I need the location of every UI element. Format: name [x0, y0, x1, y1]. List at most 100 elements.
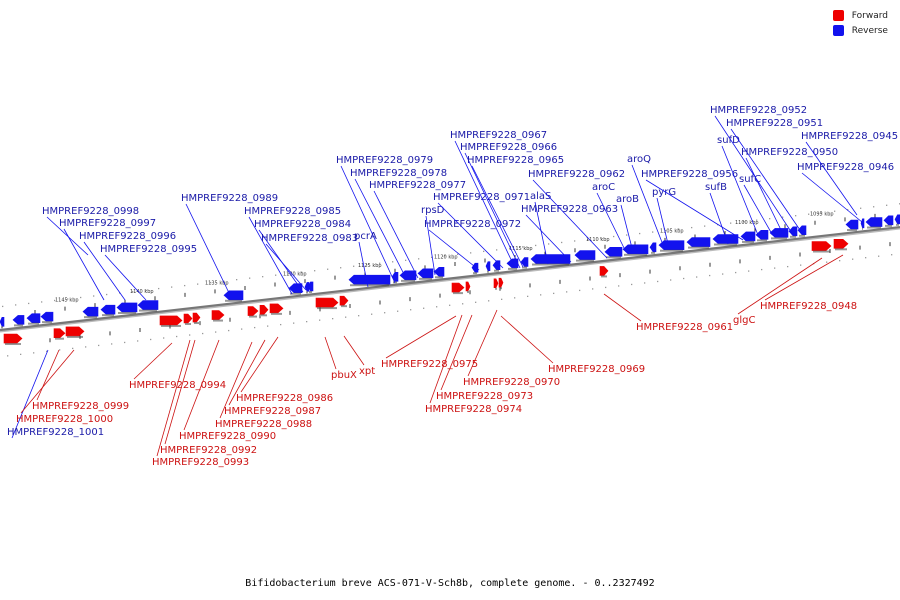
reverse-gene-arrow-shadow	[494, 269, 499, 272]
guide-dot	[509, 247, 511, 250]
forward-gene-arrow	[599, 266, 609, 276]
reverse-gene-arrow	[485, 261, 491, 271]
reverse-gene-label-hmpref9228-0963-leader	[525, 214, 572, 263]
guide-dot	[639, 232, 641, 235]
guide-dot	[54, 299, 56, 302]
guide-dot	[202, 332, 204, 335]
reverse-gene-arrow-shadow	[309, 290, 312, 293]
guide-dot	[678, 228, 680, 230]
forward-gene-arrow	[192, 312, 201, 323]
guide-dot	[696, 276, 698, 278]
forward-gene-arrow	[211, 310, 225, 320]
reverse-gene-arrow-shadow	[742, 240, 754, 243]
forward-gene-arrow	[339, 295, 349, 306]
guide-dot	[384, 312, 386, 314]
guide-dot	[496, 249, 498, 251]
forward-gene-arrow-shadow	[453, 292, 463, 295]
reverse-gene-arrow-shadow	[606, 256, 621, 259]
reverse-gene-label-hmpref9228-0965-leader	[471, 165, 524, 268]
guide-dot	[535, 244, 537, 247]
guide-dot	[275, 274, 277, 276]
guide-dot	[808, 213, 810, 215]
guide-dot	[574, 240, 576, 242]
forward-gene-label-hmpref9228-0973: HMPREF9228_0973	[436, 391, 533, 402]
guide-dot	[150, 338, 152, 341]
reverse-gene-label-hmpref9228-0945-leader	[805, 141, 858, 216]
guide-dot	[241, 328, 243, 330]
reverse-gene-label-pyrg: pyrG	[652, 187, 676, 198]
reverse-gene-arrow-shadow	[306, 291, 308, 294]
reverse-gene-arrow-shadow	[487, 270, 489, 273]
forward-gene-arrow-shadow	[835, 248, 847, 251]
reverse-gene-arrow	[471, 262, 479, 273]
forward-gene-label-hmpref9228-0999-leader	[36, 349, 60, 401]
reverse-gene-arrow	[433, 266, 445, 277]
guide-dot	[631, 283, 633, 286]
reverse-gene-label-sufd: sufD	[717, 135, 740, 146]
guide-dot	[488, 300, 490, 302]
guide-dot	[319, 319, 321, 321]
reverse-gene-arrow-shadow	[508, 267, 517, 270]
forward-gene-label-hmpref9228-0988-leader	[219, 341, 253, 419]
guide-dot	[46, 350, 48, 353]
forward-gene-label-hmpref9228-1000: HMPREF9228_1000	[16, 414, 113, 425]
guide-dot	[210, 281, 212, 284]
reverse-gene-arrow-shadow	[714, 243, 737, 246]
forward-gene-label-hmpref9228-0986-leader	[240, 336, 279, 393]
reverse-gene-label-rpsd: rpsD	[421, 205, 445, 216]
guide-dot	[236, 279, 238, 281]
reverse-gene-arrow-shadow	[118, 311, 136, 314]
forward-gene-arrow	[315, 297, 339, 308]
reverse-gene-label-pcra-leader	[358, 241, 369, 288]
scale-tick-label: 1140 kbp	[130, 289, 154, 295]
reverse-gene-arrow	[604, 247, 623, 257]
forward-gene-label-hmpref9228-0999: HMPREF9228_0999	[32, 401, 129, 412]
reverse-gene-arrow-shadow	[1, 326, 3, 329]
guide-dot	[262, 276, 264, 278]
reverse-gene-arrow	[865, 217, 883, 227]
guide-dot	[314, 270, 316, 272]
guide-dot	[891, 254, 893, 256]
guide-dot	[436, 306, 438, 308]
forward-gene-arrow-shadow	[813, 250, 830, 253]
reverse-gene-label-hmpref9228-0995-leader	[104, 254, 147, 301]
guide-dot	[548, 243, 550, 245]
reverse-gene-label-hmpref9228-0967-leader	[454, 140, 516, 269]
forward-gene-label-pbux-leader	[324, 336, 337, 370]
guide-dot	[756, 219, 758, 221]
forward-gene-arrow	[3, 333, 23, 344]
reverse-gene-arrow	[100, 304, 116, 315]
guide-dot	[730, 222, 732, 224]
guide-dot	[795, 215, 797, 217]
reverse-gene-arrow	[26, 313, 41, 323]
forward-gene-label-hmpref9228-0990-leader	[183, 339, 220, 431]
reverse-gene-arrow	[797, 225, 807, 236]
reverse-gene-label-hmpref9228-0996-leader	[83, 241, 126, 301]
guide-dot	[561, 241, 563, 244]
guide-dot	[839, 260, 841, 262]
reverse-gene-label-hmpref9228-0978-leader	[354, 178, 408, 281]
guide-dot	[748, 270, 750, 272]
reverse-gene-arrow-shadow	[139, 309, 157, 312]
forward-gene-arrow-shadow	[341, 305, 347, 308]
guide-dot	[137, 340, 139, 342]
guide-dot	[475, 301, 477, 303]
scale-tick-label: 1110 kbp	[586, 237, 610, 243]
reverse-gene-arrow	[223, 290, 244, 301]
reverse-gene-arrow-shadow	[576, 259, 594, 262]
guide-dot	[366, 264, 368, 266]
guide-dot	[405, 259, 407, 261]
forward-gene-arrow	[53, 328, 66, 338]
guide-dot	[683, 277, 685, 280]
guide-dot	[85, 346, 87, 348]
guide-dot	[540, 294, 542, 296]
guide-dot	[163, 337, 165, 339]
guide-dot	[215, 331, 217, 333]
guide-dot	[774, 267, 776, 269]
reverse-gene-arrow	[740, 231, 756, 242]
forward-gene-arrow-shadow	[500, 287, 502, 290]
reverse-gene-label-hmpref9228-0962: HMPREF9228_0962	[528, 169, 625, 180]
guide-dot	[7, 355, 9, 357]
reverse-gene-label-hmpref9228-0989: HMPREF9228_0989	[181, 193, 278, 204]
